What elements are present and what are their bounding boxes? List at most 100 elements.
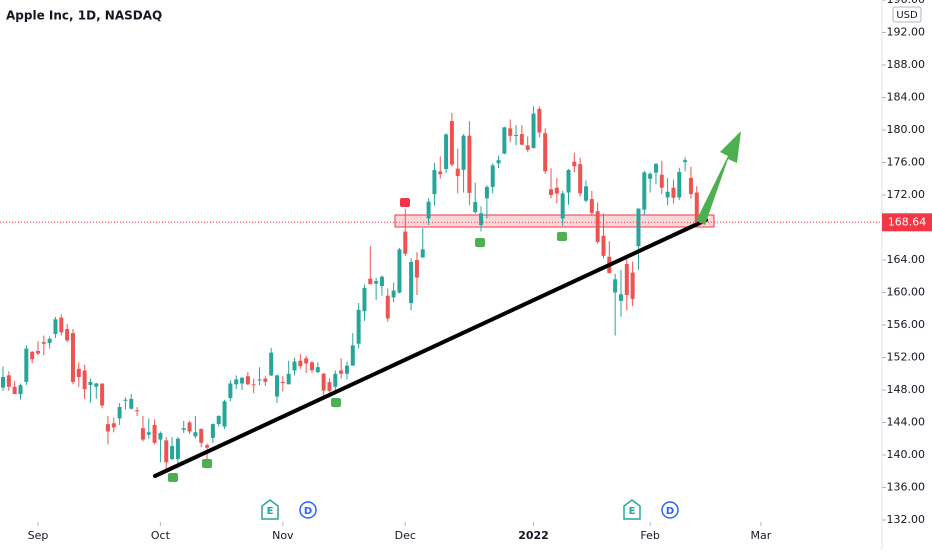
currency-box — [892, 6, 922, 23]
candle-body — [467, 135, 472, 193]
candle-body — [543, 133, 548, 172]
candle-body — [30, 351, 35, 360]
candle-body — [595, 211, 600, 242]
thumb-up — [475, 238, 485, 247]
candle-body — [210, 424, 215, 438]
candle-body — [315, 367, 320, 373]
candle-body — [496, 160, 501, 164]
candle-body — [35, 351, 40, 354]
candle-body — [385, 295, 390, 319]
candle-body — [356, 309, 361, 344]
last-price-label: 168.64 — [888, 215, 927, 228]
candle-body — [117, 407, 122, 419]
candle-body — [397, 249, 402, 293]
candle-body — [275, 375, 280, 397]
y-tick-label: 192.00 — [887, 26, 926, 39]
candle-body — [344, 365, 349, 374]
candle-body — [578, 164, 583, 194]
candle-body — [636, 208, 641, 247]
candle-body — [82, 370, 87, 390]
event-label: D — [666, 506, 674, 517]
candle-body — [12, 386, 17, 395]
candle-body — [531, 113, 536, 148]
candle-body — [70, 333, 75, 382]
candle-body — [514, 135, 519, 137]
candle-body — [257, 379, 262, 381]
candle-body — [426, 201, 431, 219]
candle-body — [455, 168, 460, 177]
candle-body — [508, 128, 513, 136]
candle-body — [479, 213, 484, 226]
candle-body — [618, 294, 623, 301]
y-tick-label: 180.00 — [887, 123, 926, 136]
y-tick-label: 188.00 — [887, 58, 926, 71]
event-label: E — [629, 506, 636, 517]
candle-body — [193, 432, 198, 437]
candle-body — [135, 410, 140, 412]
candle-body — [205, 445, 210, 448]
candle-body — [409, 261, 414, 304]
candle-body — [123, 399, 128, 401]
candle-body — [473, 201, 478, 213]
candle-body — [65, 329, 70, 341]
currency: USD — [896, 10, 918, 21]
candle-body — [327, 382, 332, 392]
candle-body — [653, 163, 658, 173]
candle-body — [292, 361, 297, 371]
chart-title: Apple Inc, 1D, NASDAQ — [6, 9, 162, 23]
dividend-icon — [299, 501, 317, 519]
candle-body — [665, 191, 670, 198]
x-tick-label: Oct — [151, 529, 171, 542]
candle-body — [642, 172, 647, 210]
candle-body — [280, 381, 285, 383]
candle-body — [251, 384, 256, 386]
candle-body — [624, 264, 629, 296]
candle-body — [181, 428, 186, 430]
earnings-icon — [261, 499, 279, 520]
candle-body — [240, 377, 245, 384]
candle-body — [158, 433, 163, 440]
candle-body — [269, 352, 274, 376]
candle-body — [286, 373, 291, 385]
candle-body — [94, 383, 99, 387]
candle-body — [100, 383, 105, 406]
candle-body — [18, 385, 23, 395]
candle-body — [659, 174, 664, 188]
candle-body — [41, 342, 46, 344]
y-tick-label: 184.00 — [887, 91, 926, 104]
x-tick-label: Sep — [28, 529, 49, 542]
support-zone — [394, 214, 715, 228]
candle-body — [502, 127, 507, 154]
y-tick-label: 140.00 — [887, 448, 926, 461]
candle-body — [263, 378, 268, 382]
candle-body — [187, 422, 192, 432]
y-tick-label: 152.00 — [887, 351, 926, 364]
event-label: E — [267, 506, 274, 517]
candle-body — [677, 172, 682, 198]
candle-body — [1, 377, 5, 388]
candle-body — [584, 186, 588, 201]
signals — [168, 198, 567, 482]
candle-body — [350, 345, 355, 366]
candle-body — [403, 231, 408, 254]
candle-body — [309, 362, 314, 371]
candle-body — [304, 358, 309, 364]
candle-body — [519, 134, 524, 145]
thumb-down — [400, 198, 410, 207]
last-price-box — [882, 213, 932, 232]
thumb-up — [557, 232, 567, 241]
thumb-up — [331, 398, 341, 407]
candle-body — [368, 278, 373, 285]
y-tick-label: 136.00 — [887, 481, 926, 494]
candle-body — [648, 173, 653, 179]
thumb-up — [168, 473, 178, 482]
candle-body — [111, 423, 116, 428]
candle-body — [298, 360, 303, 366]
x-tick-label: Nov — [272, 529, 294, 542]
candle-body — [146, 432, 151, 435]
candle-body — [53, 319, 58, 334]
candle-body — [234, 379, 239, 385]
